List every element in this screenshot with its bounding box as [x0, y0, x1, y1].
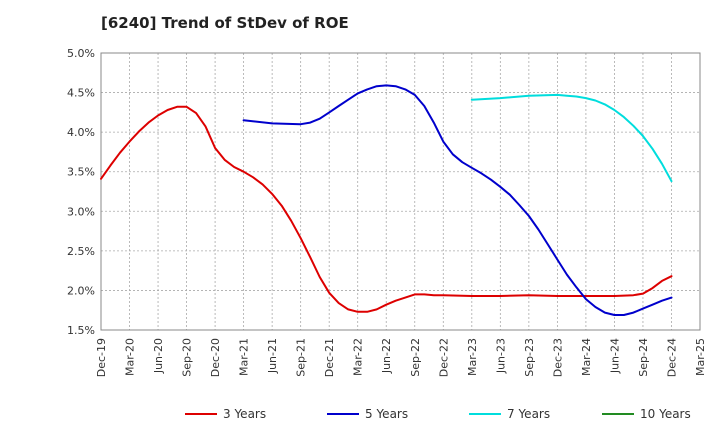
x-tick-label: Dec-21 — [323, 338, 336, 377]
legend-label: 5 Years — [365, 407, 408, 421]
x-tick-label: Jun-24 — [608, 338, 621, 374]
x-tick-label: Mar-24 — [580, 338, 593, 376]
x-tick-label: Mar-23 — [466, 338, 479, 376]
x-tick-label: Dec-20 — [209, 338, 222, 377]
x-tick-label: Dec-24 — [665, 338, 678, 377]
y-tick-label: 3.5% — [67, 166, 95, 179]
x-tick-label: Jun-21 — [266, 338, 279, 374]
x-tick-label: Dec-22 — [437, 338, 450, 377]
x-tick-label: Dec-23 — [551, 338, 564, 377]
plot-area — [100, 52, 701, 331]
y-tick-label: 1.5% — [67, 324, 95, 337]
series-line — [242, 84, 673, 316]
x-tick-label: Jun-20 — [152, 338, 165, 374]
grid — [101, 52, 700, 330]
x-tick-label: Mar-21 — [238, 338, 251, 376]
y-tick-label: 5.0% — [67, 47, 95, 60]
x-tick-label: Sep-23 — [523, 338, 536, 377]
legend-label: 7 Years — [507, 407, 550, 421]
legend-label: 3 Years — [223, 407, 266, 421]
axes: 1.5% 2.0% 2.5% 3.0% 3.5% 4.0% 4.5% 5.0% Dec-19 Ma… — [67, 47, 707, 377]
x-tick-label: Mar-25 — [694, 338, 707, 376]
x-tick-label: Dec-19 — [95, 338, 108, 377]
x-tick-label: Sep-24 — [637, 338, 650, 377]
series-line — [470, 93, 673, 183]
series-lines — [100, 84, 673, 316]
x-tick-label: Jun-22 — [380, 338, 393, 374]
x-tick-label: Mar-20 — [124, 338, 137, 376]
x-tick-label: Sep-22 — [409, 338, 422, 377]
y-tick-label: 3.0% — [67, 205, 95, 218]
x-tick-label: Jun-23 — [494, 338, 507, 374]
x-tick-label: Mar-22 — [352, 338, 365, 376]
x-tick-label: Sep-20 — [181, 338, 194, 377]
series-line — [100, 105, 673, 313]
y-tick-label: 2.0% — [67, 284, 95, 297]
y-tick-label: 2.5% — [67, 245, 95, 258]
y-tick-label: 4.0% — [67, 126, 95, 139]
chart-title: [6240] Trend of StDev of ROE — [101, 14, 349, 32]
legend-label: 10 Years — [640, 407, 691, 421]
legend: 3 Years 5 Years 7 Years 10 Years — [185, 407, 691, 421]
y-tick-label: 4.5% — [67, 87, 95, 100]
x-tick-label: Sep-21 — [295, 338, 308, 377]
